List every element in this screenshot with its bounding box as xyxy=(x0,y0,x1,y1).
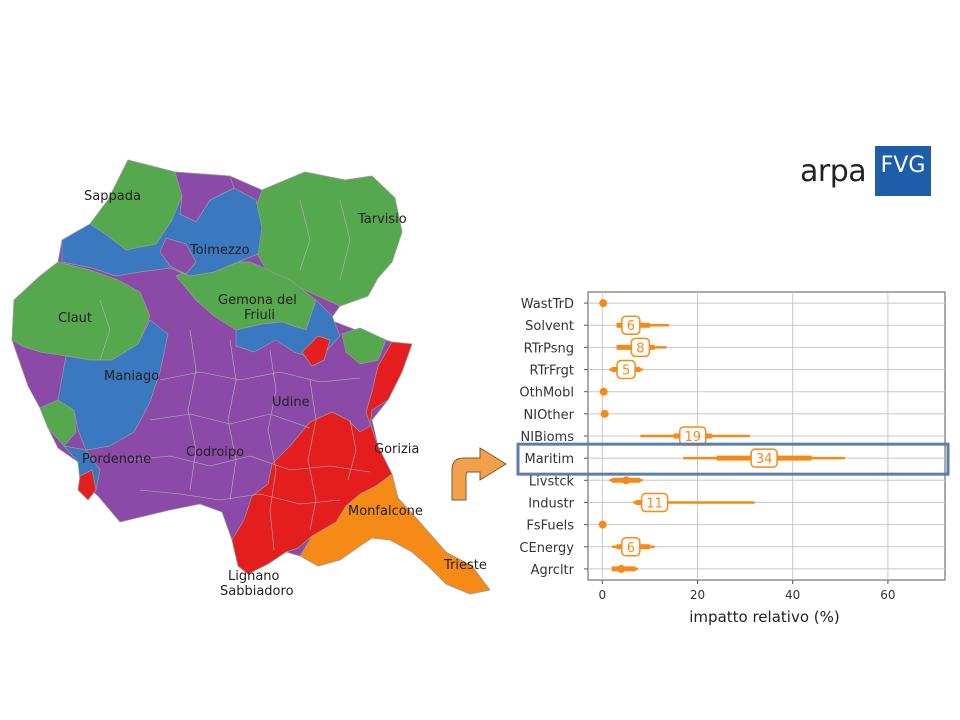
y-category-label: Solvent xyxy=(525,319,574,334)
map-label: Sappada xyxy=(84,189,141,204)
map-zone-orange xyxy=(299,473,491,595)
pointer-arrow xyxy=(451,447,507,501)
center-point xyxy=(598,520,607,529)
y-category-label: Industr xyxy=(528,496,574,511)
highlight-box xyxy=(516,442,950,476)
map-zone-blue-west xyxy=(57,319,169,451)
center-label-box xyxy=(621,537,641,557)
y-category-label: FsFuels xyxy=(526,519,574,534)
x-tick-label: 20 xyxy=(690,588,705,602)
center-label-box xyxy=(630,337,651,358)
municipality-border xyxy=(299,199,311,271)
y-category-label: Agrcltr xyxy=(531,563,575,578)
center-label-box xyxy=(750,448,778,468)
x-tick-label: 60 xyxy=(880,588,895,602)
x-axis-label: impatto relativo (%) xyxy=(689,608,839,626)
y-category-label: RTrPsng xyxy=(524,341,574,356)
map-label: Trieste xyxy=(443,558,487,573)
y-category-label: NIBioms xyxy=(521,430,575,445)
center-value-label: 6 xyxy=(627,541,635,556)
map-label: Codroipo xyxy=(186,445,244,460)
center-value-label: 6 xyxy=(627,319,635,334)
municipality-border xyxy=(149,413,311,429)
map-label: Gorizia xyxy=(374,442,419,457)
map-zone-purple-north xyxy=(174,171,235,223)
y-category-label: CEnergy xyxy=(519,541,574,556)
center-label-box xyxy=(640,492,669,513)
map-label: Lignano Sabbiadoro xyxy=(220,569,294,599)
center-value-label: 34 xyxy=(756,452,773,467)
chart-impatto-relativo: 0 20 40 60 impatto relativo (%) WastTrD Solven… xyxy=(516,291,950,626)
municipality-border xyxy=(129,455,371,473)
municipality-border xyxy=(339,199,351,281)
logo-box: FVG xyxy=(875,146,931,196)
map-zone-green-north-east xyxy=(249,171,403,307)
municipality-border xyxy=(99,299,111,361)
y-category-label: WastTrD xyxy=(521,297,574,312)
map-zone-purple-tolmezzo xyxy=(159,237,197,275)
municipality-border xyxy=(267,349,277,551)
map-label: Tarvisio xyxy=(357,212,407,227)
map-zone-red-north xyxy=(301,335,331,367)
y-category-label: Maritim xyxy=(524,452,574,467)
logo-word: arpa xyxy=(800,154,867,189)
center-label-box xyxy=(621,315,641,335)
map-label: Maniago xyxy=(104,369,159,384)
center-value-label: 8 xyxy=(636,341,644,356)
center-point xyxy=(622,476,631,485)
map-label: Gemona del Friuli xyxy=(218,293,297,323)
center-label-box xyxy=(616,359,636,380)
map-label: Pordenone xyxy=(82,452,151,467)
center-point xyxy=(599,387,608,396)
map-zone-red-west xyxy=(77,469,97,501)
municipality-border xyxy=(307,379,317,531)
municipality-border xyxy=(227,339,237,501)
x-tick-label: 0 xyxy=(598,588,606,602)
map-zone-green-east xyxy=(341,327,387,365)
x-tick-label: 40 xyxy=(785,588,800,602)
municipality-borders xyxy=(99,199,371,551)
y-category-label: NIOther xyxy=(524,408,575,423)
map-label: Claut xyxy=(58,311,92,326)
region-map: Sappada Tarvisio Tolmezzo Gemona del Friuli C… xyxy=(11,159,491,599)
center-point xyxy=(617,564,626,573)
y-category-label: OthMobl xyxy=(519,386,574,401)
map-label: Tolmezzo xyxy=(189,243,250,258)
center-point xyxy=(600,409,609,418)
center-value-label: 5 xyxy=(622,364,630,379)
municipality-border xyxy=(159,371,361,383)
municipality-border xyxy=(347,419,357,481)
center-value-label: 19 xyxy=(684,430,701,445)
municipality-border xyxy=(139,489,341,505)
y-category-label: RTrFrgt xyxy=(530,364,574,379)
arpa-fvg-logo: arpa FVG xyxy=(800,146,932,198)
map-label: Udine xyxy=(272,395,310,410)
map-label: Monfalcone xyxy=(348,504,423,519)
center-value-label: 11 xyxy=(646,496,663,511)
municipality-border xyxy=(187,329,197,491)
center-point xyxy=(599,299,608,308)
y-category-label: Livstck xyxy=(529,474,575,489)
map-zone-blue-north xyxy=(61,187,263,277)
